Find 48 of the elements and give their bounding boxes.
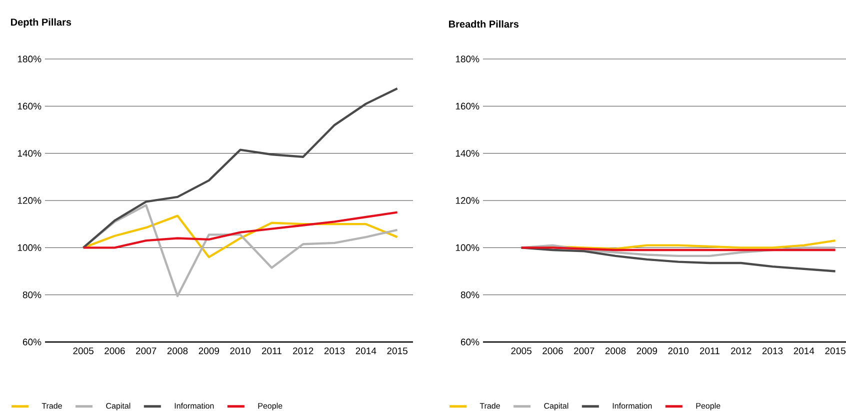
y-tick-label: 80%: [460, 291, 480, 298]
x-tick-label: 2011: [700, 347, 720, 354]
x-tick-label: 2006: [542, 347, 563, 354]
legend-label: Capital: [106, 402, 130, 410]
y-tick-label: 100%: [18, 244, 42, 252]
x-tick-label: 2011: [262, 347, 282, 354]
y-tick-label: 120%: [456, 197, 480, 204]
y-tick-label: 60%: [22, 338, 42, 346]
legend-label: Capital: [544, 402, 568, 410]
x-tick-label: 2015: [825, 347, 846, 354]
chart-title: Breadth Pillars: [449, 20, 519, 28]
legend-label: People: [696, 402, 720, 410]
y-tick-label: 180%: [456, 56, 480, 62]
y-tick-label: 140%: [456, 150, 480, 157]
x-tick-label: 2012: [731, 347, 752, 354]
chart-title: Depth Pillars: [11, 18, 72, 28]
x-tick-label: 2014: [794, 347, 814, 354]
y-tick-label: 140%: [18, 150, 42, 157]
y-tick-label: 120%: [18, 197, 42, 204]
x-tick-label: 2005: [511, 347, 532, 354]
x-tick-label: 2007: [136, 347, 156, 354]
x-tick-label: 2010: [230, 347, 250, 354]
y-tick-label: 160%: [456, 102, 480, 110]
x-tick-label: 2015: [387, 347, 408, 354]
y-tick-label: 160%: [18, 102, 42, 110]
x-tick-label: 2009: [636, 347, 658, 354]
legend-label: Information: [174, 402, 214, 409]
y-tick-label: 80%: [22, 291, 42, 298]
x-tick-label: 2005: [73, 347, 94, 354]
y-tick-label: 100%: [456, 244, 480, 252]
x-tick-label: 2009: [198, 347, 220, 354]
x-tick-label: 2008: [167, 347, 188, 354]
x-tick-label: 2008: [605, 347, 626, 354]
x-tick-label: 2013: [762, 347, 783, 354]
x-tick-label: 2010: [668, 347, 688, 354]
legend-label: Trade: [480, 402, 500, 409]
y-tick-label: 60%: [460, 338, 480, 346]
x-tick-label: 2006: [104, 347, 125, 354]
y-tick-label: 180%: [18, 56, 42, 62]
x-tick-label: 2014: [356, 347, 376, 354]
line-series: [82, 87, 398, 249]
x-tick-label: 2013: [324, 347, 345, 354]
x-tick-label: 2012: [293, 347, 314, 354]
x-tick-label: 2007: [574, 347, 594, 354]
legend-label: Trade: [42, 402, 62, 409]
legend-label: People: [258, 402, 282, 410]
line-series: [82, 211, 398, 249]
legend-label: Information: [612, 402, 652, 409]
